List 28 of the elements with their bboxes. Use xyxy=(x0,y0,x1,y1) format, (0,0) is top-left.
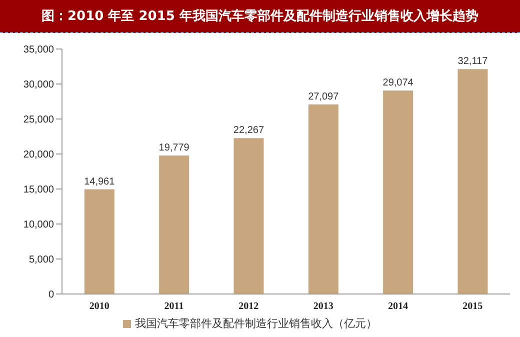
bar xyxy=(458,69,488,294)
bar xyxy=(383,90,414,294)
x-tick-label: 2015 xyxy=(462,301,483,312)
x-tick-label: 2010 xyxy=(89,301,110,312)
x-tick-label: 2011 xyxy=(164,301,184,312)
chart-title: 图：2010 年至 2015 年我国汽车零部件及配件制造行业销售收入增长趋势 xyxy=(0,0,520,33)
y-tick-label: 15,000 xyxy=(23,184,54,196)
data-label: 19,779 xyxy=(158,142,190,154)
y-tick-label: 5,000 xyxy=(28,254,54,266)
y-tick-label: 20,000 xyxy=(23,150,54,161)
data-label: 32,117 xyxy=(458,56,488,68)
x-tick-label: 2012 xyxy=(238,301,259,312)
bar xyxy=(234,138,264,294)
data-label: 29,074 xyxy=(382,77,414,88)
data-label: 22,267 xyxy=(233,125,264,136)
y-tick-label: 35,000 xyxy=(23,44,54,56)
data-label: 14,961 xyxy=(84,176,116,188)
bar xyxy=(159,156,190,294)
y-tick-label: 30,000 xyxy=(23,80,54,91)
y-tick-label: 0 xyxy=(48,290,54,301)
bar xyxy=(84,189,114,294)
legend-label: 我国汽车零部件及配件制造行业销售收入（亿元） xyxy=(135,317,377,330)
bar xyxy=(308,104,338,294)
x-tick-label: 2013 xyxy=(313,301,334,312)
y-tick-label: 25,000 xyxy=(23,114,54,126)
y-tick-label: 10,000 xyxy=(23,220,54,231)
data-label: 27,097 xyxy=(308,91,340,102)
x-tick-label: 2014 xyxy=(388,301,408,312)
